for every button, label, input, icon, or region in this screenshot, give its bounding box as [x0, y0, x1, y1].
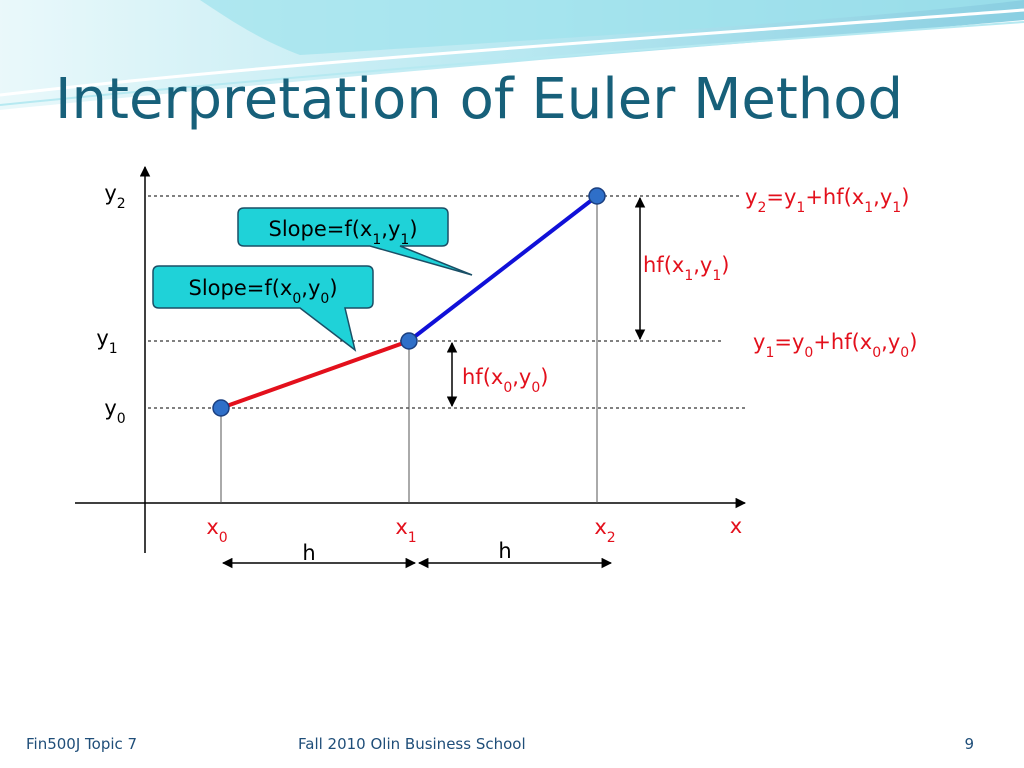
subscript: 0 — [292, 291, 301, 307]
subscript: 1 — [796, 200, 805, 216]
text-part: y — [96, 326, 108, 350]
page-number: 9 — [964, 735, 974, 753]
text-part: hf(x — [462, 365, 503, 389]
text-part: Slope=f(x — [188, 276, 292, 300]
euler-step-2 — [407, 194, 599, 343]
header-waves — [0, 0, 1024, 110]
subscript: 0 — [503, 380, 512, 396]
x-label: x0 — [206, 515, 227, 546]
subscript: 1 — [892, 200, 901, 216]
text-part: y — [104, 181, 116, 205]
title: Interpretation of Euler Method — [55, 67, 903, 132]
step-label: h — [302, 541, 315, 565]
text-part: y — [104, 396, 116, 420]
subscript: 1 — [765, 345, 774, 361]
text-part: +hf(x — [813, 330, 872, 354]
y-label: y2 — [104, 181, 125, 212]
footer-center: Fall 2010 Olin Business School — [298, 735, 526, 753]
text-part: ) — [901, 185, 909, 209]
text-part: ,y — [381, 217, 400, 241]
text-part: ) — [721, 253, 729, 277]
y-label: y0 — [104, 396, 125, 427]
text-part: ,y — [512, 365, 531, 389]
x-label: x1 — [395, 515, 416, 546]
subscript: 0 — [900, 345, 909, 361]
subscript: 1 — [684, 268, 693, 284]
text-part: ,y — [693, 253, 712, 277]
subscript: 1 — [864, 200, 873, 216]
text-part: x — [395, 515, 407, 539]
text-part: ) — [540, 365, 548, 389]
text-part: y — [745, 185, 757, 209]
x-label: x2 — [594, 515, 615, 546]
subscript: 1 — [372, 232, 381, 248]
axes — [75, 165, 747, 553]
text-part: Slope=f(x — [268, 217, 372, 241]
increment-label: hf(x0,y0) — [462, 365, 548, 396]
text-part: ,y — [873, 185, 892, 209]
text-part: =y — [766, 185, 796, 209]
x-axis-label: x — [730, 514, 742, 538]
euler-step-1 — [220, 339, 410, 410]
guide-lines — [148, 195, 745, 409]
subscript: 1 — [408, 530, 417, 546]
y-label: y1 — [96, 326, 117, 357]
subscript: 0 — [219, 530, 228, 546]
subscript: 0 — [117, 411, 126, 427]
text-part: hf(x — [643, 253, 684, 277]
text-part: ) — [409, 217, 417, 241]
callout-shapes — [152, 207, 473, 352]
subscript: 1 — [109, 341, 118, 357]
text-part: +hf(x — [805, 185, 864, 209]
subscript: 0 — [531, 380, 540, 396]
increment-arrows — [221, 196, 646, 569]
subscript: 0 — [320, 291, 329, 307]
callout-text: Slope=f(x0,y0) — [188, 276, 337, 307]
text-part: x — [206, 515, 218, 539]
text-part: ) — [329, 276, 337, 300]
subscript: 1 — [712, 268, 721, 284]
subscript: 1 — [400, 232, 409, 248]
text-part: =y — [774, 330, 804, 354]
text-part: x — [594, 515, 606, 539]
subscript: 2 — [757, 200, 766, 216]
text-part: ,y — [301, 276, 320, 300]
callout-text: Slope=f(x1,y1) — [268, 217, 417, 248]
subscript: 0 — [872, 345, 881, 361]
equation: y1=y0+hf(x0,y0) — [753, 330, 917, 361]
step-label: h — [498, 539, 511, 563]
points — [212, 187, 606, 417]
increment-label: hf(x1,y1) — [643, 253, 729, 284]
footer-left: Fin500J Topic 7 — [26, 735, 137, 753]
text-part: ) — [909, 330, 917, 354]
text-part: ,y — [881, 330, 900, 354]
subscript: 2 — [117, 196, 126, 212]
subscript: 2 — [607, 530, 616, 546]
equation: y2=y1+hf(x1,y1) — [745, 185, 909, 216]
text-part: y — [753, 330, 765, 354]
subscript: 0 — [804, 345, 813, 361]
drop-lines — [220, 196, 598, 503]
